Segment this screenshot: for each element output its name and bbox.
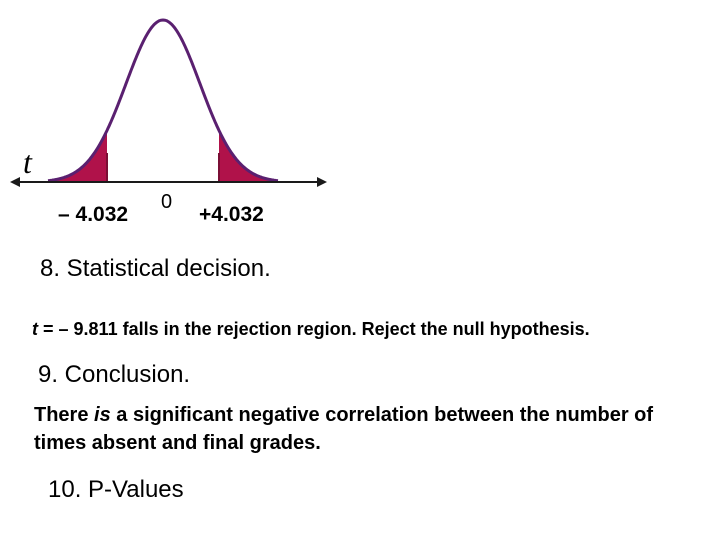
decision-text: = – 9.811 falls in the rejection region.… <box>38 319 590 339</box>
conclusion-pre: There <box>34 404 95 426</box>
distribution-curve <box>47 18 279 183</box>
left-rejection-region <box>48 130 107 182</box>
step9-heading: 9. Conclusion. <box>38 361 191 388</box>
t-distribution-diagram <box>10 18 327 187</box>
t-symbol: t <box>32 319 38 339</box>
right-rejection-region <box>219 130 278 182</box>
axis-right-arrowhead <box>317 177 327 187</box>
conclusion-statement: There is a significant negative correlat… <box>34 401 694 457</box>
conclusion-post: a significant negative correlation betwe… <box>34 404 654 454</box>
decision-statement: t = – 9.811 falls in the rejection regio… <box>32 318 590 340</box>
center-value: 0 <box>161 191 173 213</box>
conclusion-emphasis: is <box>94 404 111 426</box>
step8-heading: 8. Statistical decision. <box>40 255 271 282</box>
axis-left-arrowhead <box>10 177 20 187</box>
lower-critical-value: – 4.032 <box>58 203 129 226</box>
step10-heading: 10. P-Values <box>48 476 184 503</box>
axis-variable-label: t <box>23 144 32 180</box>
upper-critical-value: +4.032 <box>199 203 264 226</box>
